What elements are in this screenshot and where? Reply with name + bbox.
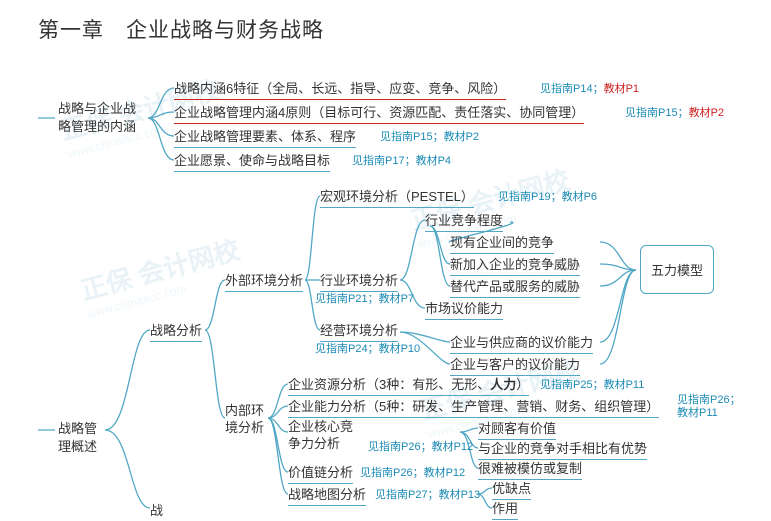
- ref-r1d: 见指南P17；教材P4: [352, 152, 451, 168]
- ref-opr: 见指南P24；教材P10: [315, 340, 420, 356]
- node-r1b: 企业战略管理内涵4原则（目标可行、资源匹配、责任落实、协同管理）: [174, 102, 584, 124]
- node-stg: 战略分析: [150, 320, 202, 342]
- node-ext: 外部环境分析: [225, 270, 303, 292]
- node-r1a: 战略内涵6特征（全局、长远、指导、应变、竞争、风险）: [174, 78, 506, 100]
- ref-int-c: 见指南P26；教材P12: [368, 438, 473, 454]
- node-macro: 宏观环境分析（PESTEL）: [320, 186, 474, 208]
- node-five-forces: 五力模型: [640, 245, 714, 294]
- node-int-c: 企业核心竞 争力分析: [288, 418, 353, 454]
- node-ind-e: 市场议价能力: [425, 298, 503, 320]
- node-int: 内部环 境分析: [225, 402, 264, 438]
- ref-r1a: 见指南P14；教材P1: [540, 80, 639, 96]
- ref-int-b: 见指南P26； 教材P11: [677, 394, 741, 420]
- ref-int-a: 见指南P25；教材P11: [540, 376, 644, 392]
- chapter-title: 第一章 企业战略与财务战略: [38, 14, 324, 44]
- node-core-b: 与企业的竞争对手相比有优势: [478, 438, 647, 460]
- node-map-b: 作用: [492, 498, 518, 520]
- node-int-a: 企业资源分析（3种：有形、无形、人力）: [288, 374, 529, 396]
- node-int-d: 价值链分析: [288, 462, 353, 484]
- node-ind-a: 行业竞争程度: [425, 210, 503, 232]
- node-ind-g: 企业与客户的议价能力: [450, 354, 580, 376]
- ref-int-d: 见指南P26；教材P12: [360, 464, 465, 480]
- node-tail: 战: [150, 500, 163, 521]
- ref-ind: 见指南P21；教材P7: [315, 290, 414, 306]
- node-root1: 战略与企业战 略管理的内涵: [58, 100, 136, 138]
- node-ind-d: 替代产品或服务的威胁: [450, 276, 580, 298]
- node-r1d: 企业愿景、使命与战略目标: [174, 150, 330, 172]
- node-r1c: 企业战略管理要素、体系、程序: [174, 126, 356, 148]
- node-opr: 经营环境分析: [320, 320, 398, 342]
- node-ind-c: 新加入企业的竞争威胁: [450, 254, 580, 276]
- node-core-c: 很难被模仿或复制: [478, 458, 582, 480]
- node-int-b: 企业能力分析（5种：研发、生产管理、营销、财务、组织管理）: [288, 396, 659, 418]
- ref-int-e: 见指南P27；教材P13: [375, 486, 480, 502]
- node-ind-f: 企业与供应商的议价能力: [450, 332, 593, 354]
- node-ind: 行业环境分析: [320, 270, 398, 292]
- node-ind-b: 现有企业间的竞争: [450, 232, 554, 254]
- node-core-a: 对顾客有价值: [478, 418, 556, 440]
- node-root2: 战略管 理概述: [58, 420, 97, 458]
- ref-r1b: 见指南P15；教材P2: [625, 104, 724, 120]
- node-map-a: 优缺点: [492, 478, 531, 500]
- node-int-e: 战略地图分析: [288, 484, 366, 506]
- ref-macro: 见指南P19；教材P6: [498, 188, 597, 204]
- ref-r1c: 见指南P15；教材P2: [380, 128, 479, 144]
